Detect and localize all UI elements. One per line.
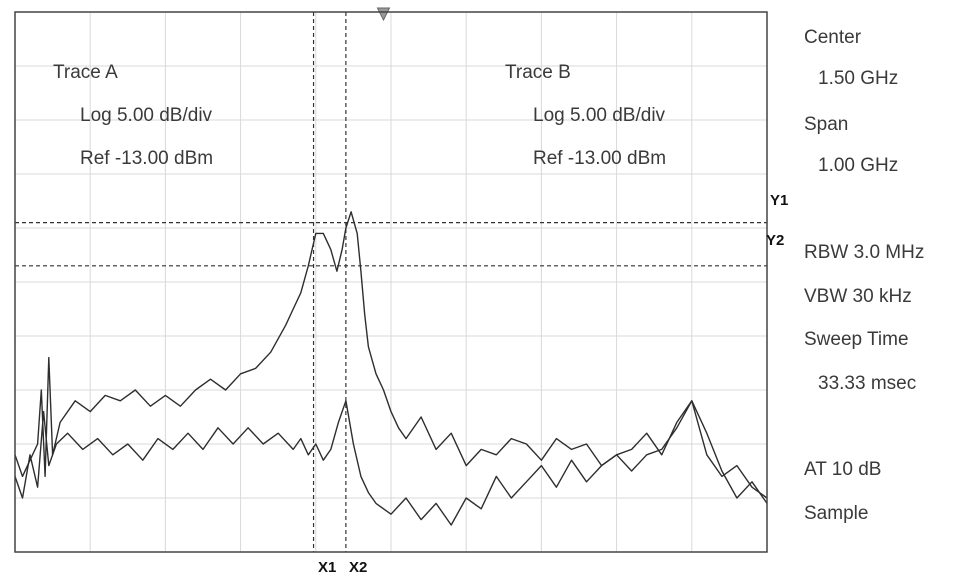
span-label: Span <box>804 114 848 135</box>
center-value: 1.50 GHz <box>818 68 898 89</box>
span-value: 1.00 GHz <box>818 155 898 176</box>
trace-a-title: Trace A <box>53 62 118 83</box>
trace-b-ref: Ref -13.00 dBm <box>533 148 666 169</box>
traces <box>14 211 768 526</box>
trace-a-ref: Ref -13.00 dBm <box>80 148 213 169</box>
trace-b-line <box>14 400 768 526</box>
marker-x1-label: X1 <box>318 559 336 576</box>
attenuation-setting: AT 10 dB <box>804 459 881 480</box>
marker-x2-label: X2 <box>349 559 367 576</box>
detector-setting: Sample <box>804 503 868 524</box>
rbw-setting: RBW 3.0 MHz <box>804 242 924 263</box>
sweep-time-label: Sweep Time <box>804 329 909 350</box>
center-label: Center <box>804 27 862 48</box>
trace-b-scale: Log 5.00 dB/div <box>533 105 666 126</box>
marker-cursors <box>15 7 767 552</box>
marker-y1-label: Y1 <box>770 192 788 209</box>
sweep-time-value: 33.33 msec <box>818 373 916 394</box>
vbw-setting: VBW 30 kHz <box>804 286 912 307</box>
trace-b-title: Trace B <box>505 62 571 83</box>
marker-y2-label: Y2 <box>766 232 784 249</box>
plot-frame <box>14 11 768 553</box>
graticule-grid <box>15 12 767 552</box>
reference-marker-triangle-icon <box>376 7 391 22</box>
trace-a-scale: Log 5.00 dB/div <box>80 105 213 126</box>
